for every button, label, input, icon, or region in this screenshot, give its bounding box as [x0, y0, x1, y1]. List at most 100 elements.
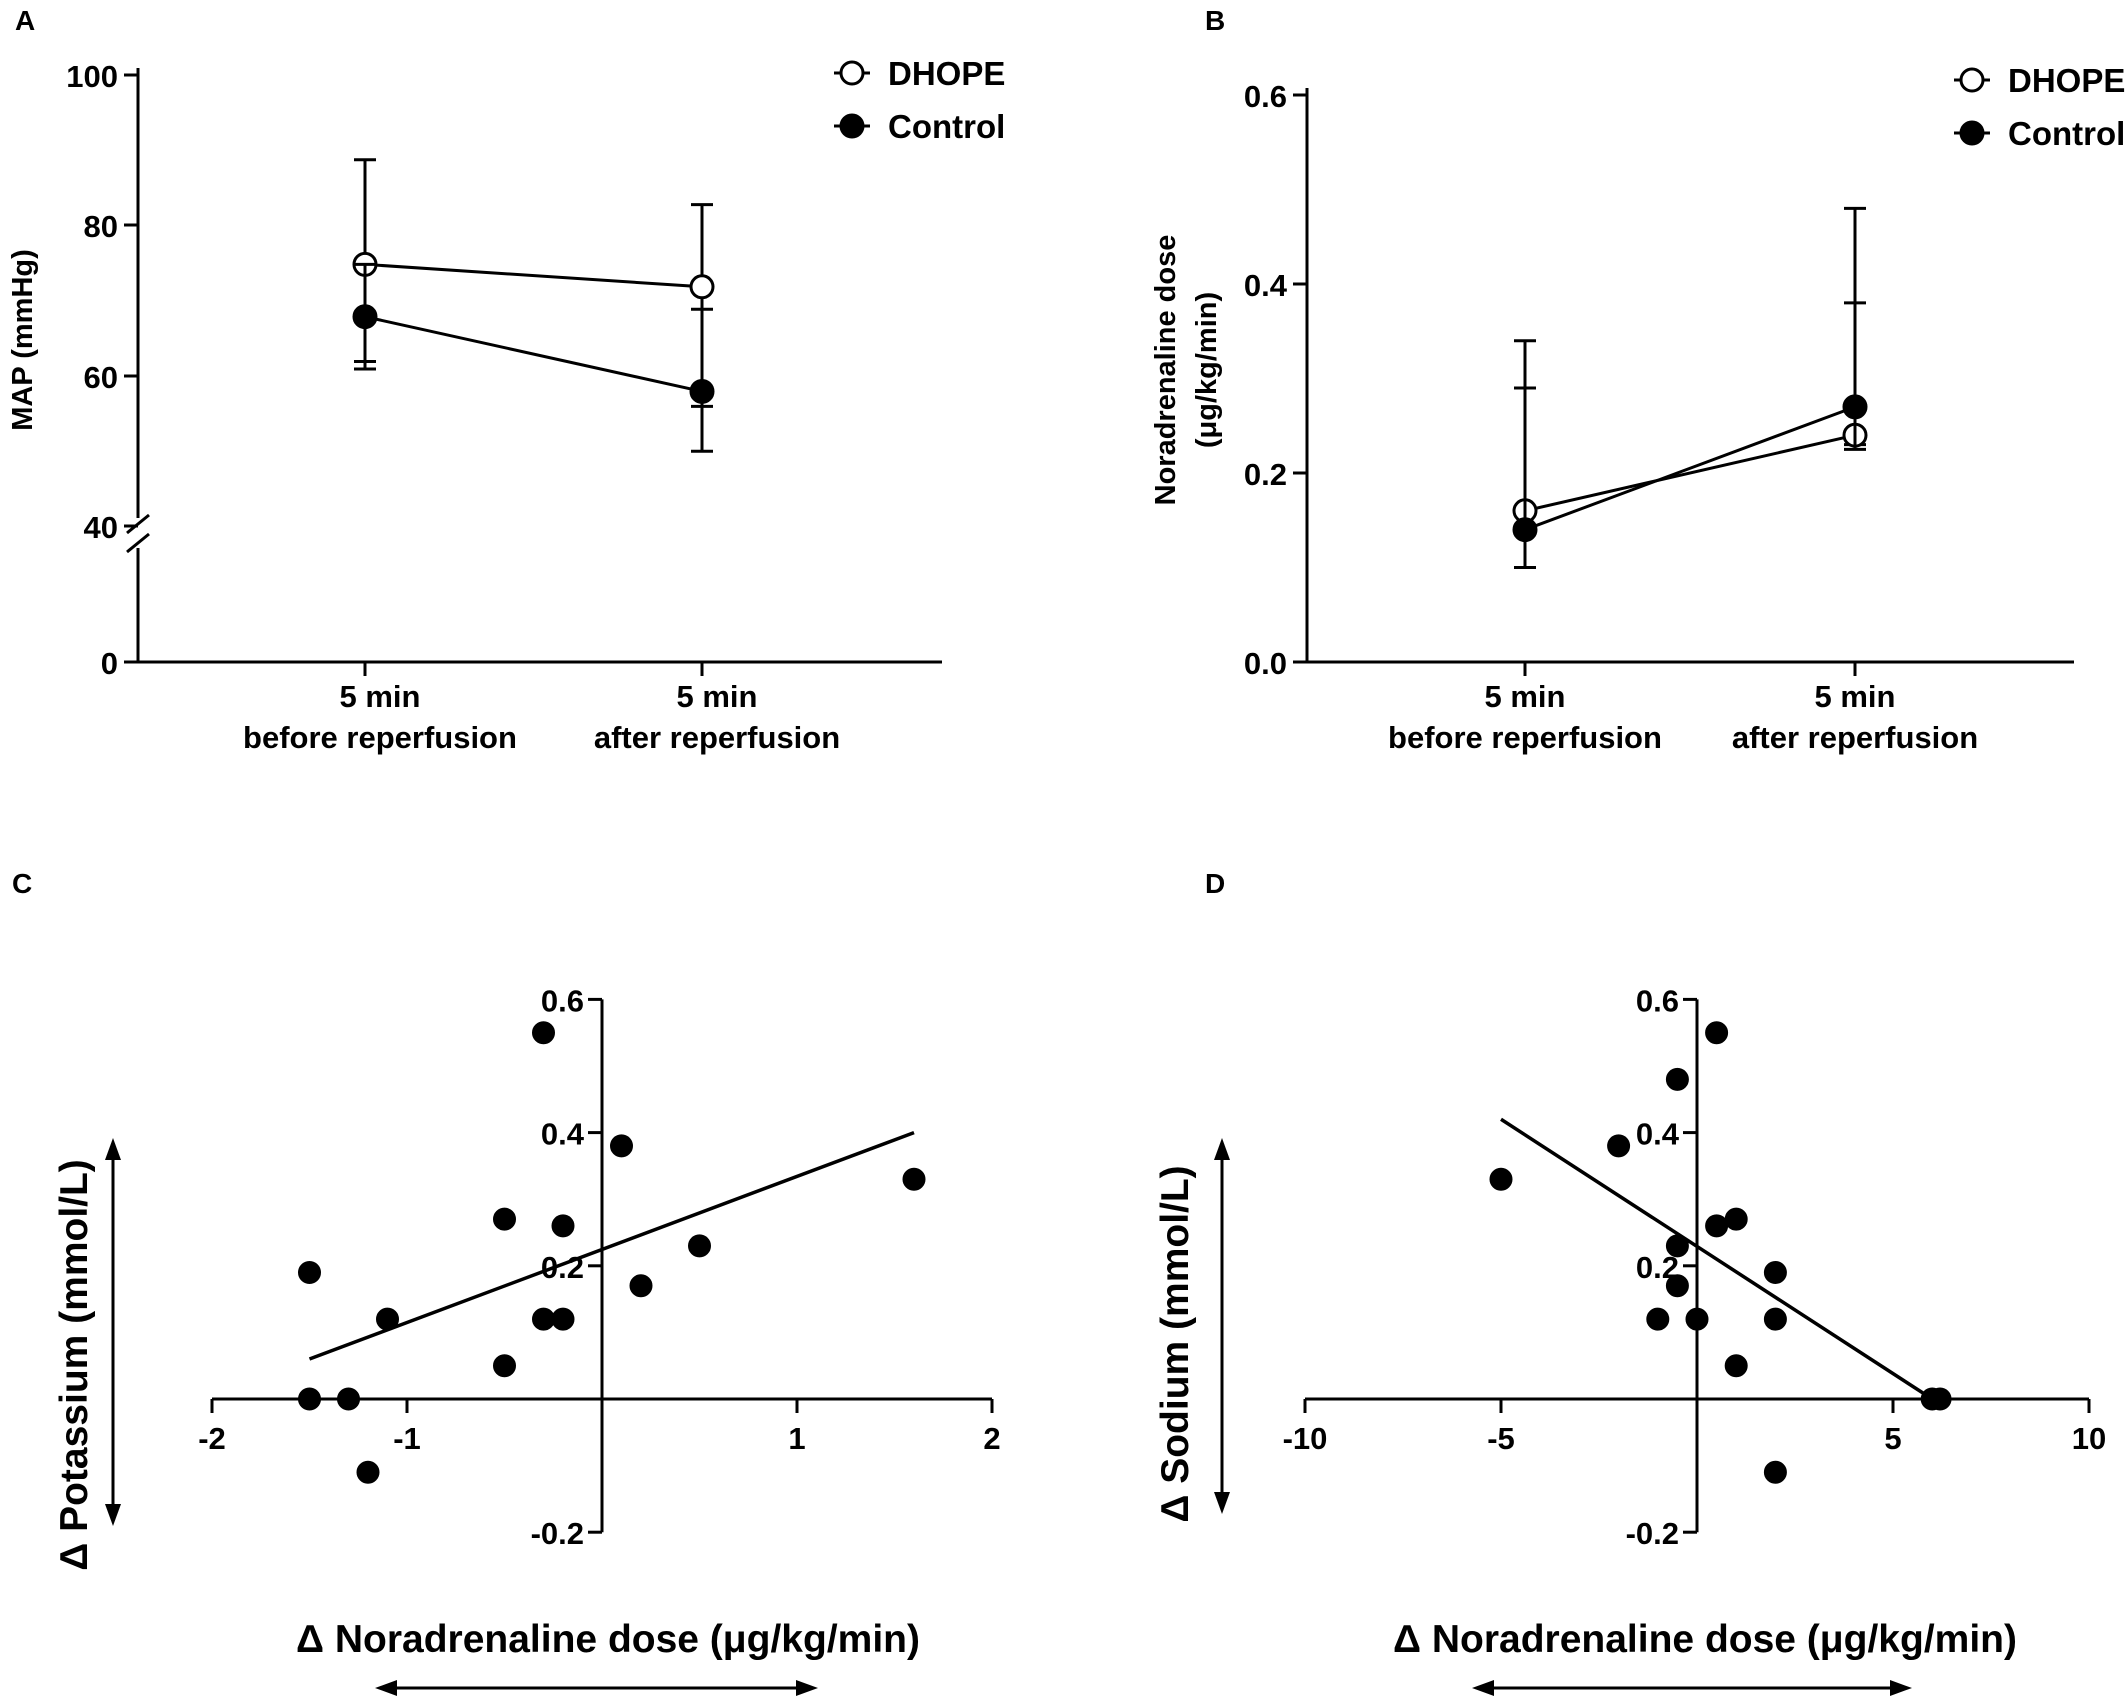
- data-point: [1705, 1021, 1729, 1045]
- series-line: [364, 315, 703, 393]
- y-tick-label: -0.2: [1626, 1516, 1679, 1551]
- y-tick-label: 0.0: [1244, 646, 1287, 681]
- x-tick-label: 5 min: [1485, 679, 1566, 714]
- y-axis-label: Noradrenaline dose: [1150, 235, 1182, 506]
- data-point: [551, 1214, 575, 1238]
- series-dhope: [1512, 301, 1868, 569]
- panel-label: A: [15, 5, 35, 36]
- data-point: [902, 1167, 926, 1191]
- legend-label: DHOPE: [2008, 62, 2125, 99]
- panel-d: D-10 -5 5 100.60.40.2-0.2Δ Noradrenaline do…: [1154, 868, 2106, 1696]
- y-tick-label: 60: [84, 360, 118, 395]
- y-tick-label: 0.6: [541, 983, 584, 1018]
- data-point: [1763, 1260, 1787, 1284]
- y-tick-label: 0.2: [541, 1250, 584, 1285]
- legend-label: Control: [2008, 115, 2125, 152]
- y-axis-label: Δ Potassium (mmol/L): [53, 1159, 96, 1571]
- x-tick-label: 5 min: [1815, 679, 1896, 714]
- data-point: [1665, 1274, 1689, 1298]
- series-control: [352, 262, 715, 453]
- arrow-head: [1472, 1680, 1494, 1696]
- panel-label: D: [1205, 868, 1225, 899]
- data-point: [356, 1460, 380, 1484]
- data-point: [1665, 1234, 1689, 1258]
- arrow-head: [796, 1680, 818, 1696]
- y-tick-label: 80: [84, 209, 118, 244]
- legend: DHOPE Control: [834, 55, 1005, 145]
- x-tick-label: 2: [983, 1421, 1000, 1456]
- data-point: [1842, 394, 1868, 420]
- x-tick-label: -2: [198, 1421, 226, 1456]
- x-tick-label: before reperfusion: [1388, 720, 1662, 755]
- data-point: [1489, 1167, 1513, 1191]
- arrow-head: [375, 1680, 397, 1696]
- series-dhope: [352, 158, 715, 408]
- y-tick-label: 0.6: [1244, 79, 1287, 114]
- data-point: [1705, 1214, 1729, 1238]
- x-tick-label: 5: [1884, 1421, 1901, 1456]
- data-point: [1512, 517, 1538, 543]
- data-point: [689, 378, 715, 404]
- double-arrow-vertical: [1214, 1138, 1230, 1514]
- panel-label: B: [1205, 5, 1225, 36]
- panel-c: C -2 -1 1 2 0.6 0.4 0.2 -0.2 Δ Noradrenaline dose…: [12, 868, 1001, 1696]
- data-point: [688, 1234, 711, 1258]
- points: [1489, 1021, 1952, 1484]
- data-point: [532, 1021, 555, 1045]
- y-axis-label: (μg/kg/min): [1191, 292, 1223, 448]
- data-point: [1646, 1307, 1670, 1331]
- series-control: [1512, 206, 1868, 569]
- y-axis-label: MAP (mmHg): [7, 249, 39, 431]
- data-point: [376, 1307, 399, 1331]
- double-arrow-vertical: [105, 1138, 121, 1526]
- fit-line: [1500, 1117, 1934, 1401]
- data-point: [1685, 1307, 1709, 1331]
- data-point: [352, 304, 378, 330]
- x-tick-label: -1: [393, 1421, 421, 1456]
- x-tick-label: after reperfusion: [1732, 720, 1978, 755]
- data-point: [298, 1387, 321, 1411]
- axis-break-mark: [126, 532, 150, 554]
- data-point: [337, 1387, 360, 1411]
- data-point: [1724, 1207, 1748, 1231]
- arrow-head: [105, 1138, 121, 1160]
- y-tick-label: 0: [101, 646, 118, 681]
- x-tick-label: 5 min: [677, 679, 758, 714]
- panel-a: A 100 80 60 40 0 5 min before reperfusion 5 min a…: [7, 5, 1005, 755]
- panel-b: B 0.0 0.2 0.4 0.6 5 min before reperfusion 5 mi…: [1150, 5, 2125, 755]
- x-axis-label: Δ Noradrenaline dose (μg/kg/min): [1393, 1618, 2017, 1661]
- panel-label: C: [12, 868, 32, 899]
- x-tick-label: -5: [1487, 1421, 1515, 1456]
- data-point: [1607, 1134, 1631, 1158]
- x-tick-label: after reperfusion: [594, 720, 840, 755]
- y-tick-label: 0.6: [1636, 983, 1679, 1018]
- x-tick-label: -10: [1283, 1421, 1328, 1456]
- axis-break-mark: [126, 513, 150, 535]
- data-point: [689, 274, 715, 300]
- arrow-head: [1214, 1492, 1230, 1514]
- arrow-head: [1890, 1680, 1912, 1696]
- data-point: [532, 1307, 555, 1331]
- legend-label: Control: [888, 108, 1005, 145]
- arrow-head: [1214, 1138, 1230, 1160]
- data-point: [493, 1207, 516, 1231]
- x-tick-label: 10: [2072, 1421, 2106, 1456]
- y-tick-label: 0.4: [1636, 1117, 1680, 1152]
- data-point: [298, 1260, 321, 1284]
- y-tick-label: 0.2: [1244, 457, 1287, 492]
- double-arrow-horizontal: [1472, 1680, 1912, 1696]
- x-tick-label: 5 min: [340, 679, 421, 714]
- x-tick-label: before reperfusion: [243, 720, 517, 755]
- series-line: [1524, 433, 1856, 513]
- series-line: [364, 262, 703, 289]
- data-point: [610, 1134, 633, 1158]
- legend-marker: [1959, 120, 1985, 146]
- arrow-head: [105, 1504, 121, 1526]
- fit-line: [308, 1130, 915, 1361]
- x-axis-label: Δ Noradrenaline dose (μg/kg/min): [296, 1618, 920, 1661]
- data-point: [1665, 1067, 1689, 1091]
- series-line: [1524, 405, 1856, 532]
- legend-marker: [1959, 67, 1985, 93]
- data-point: [551, 1307, 575, 1331]
